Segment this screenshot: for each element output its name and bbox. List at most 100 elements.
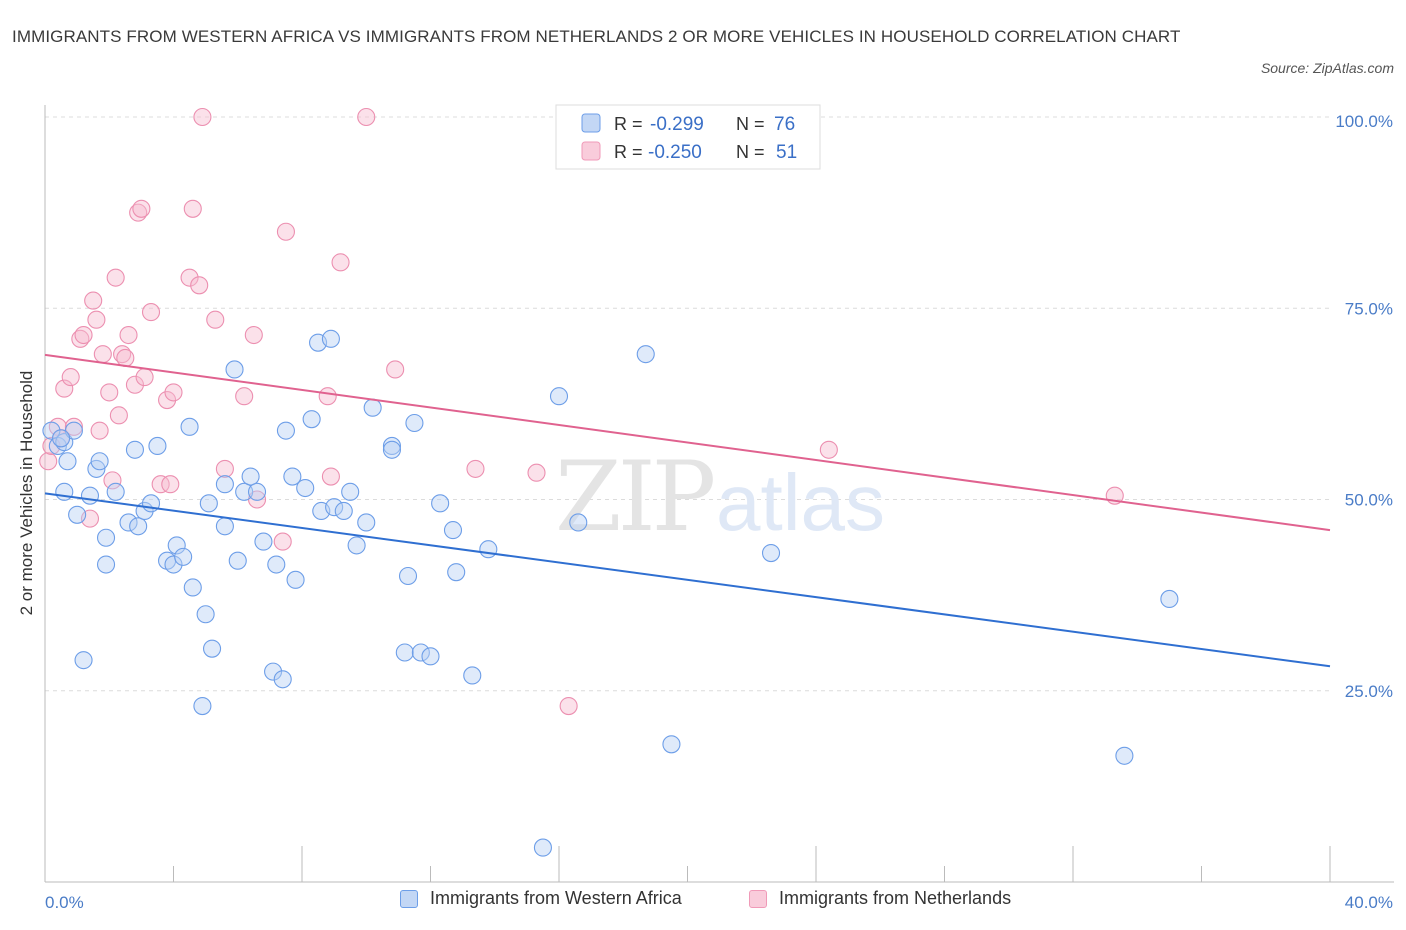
data-point bbox=[411, 643, 430, 662]
legend-label-netherlands: Immigrants from Netherlands bbox=[779, 888, 1012, 908]
data-point bbox=[39, 452, 58, 471]
data-point bbox=[199, 494, 218, 513]
data-point bbox=[276, 222, 295, 241]
data-point bbox=[527, 463, 546, 482]
data-point bbox=[398, 566, 418, 586]
data-point bbox=[42, 421, 61, 440]
data-point bbox=[164, 383, 183, 402]
data-point bbox=[106, 268, 125, 287]
trend-line-western-africa bbox=[44, 492, 1331, 668]
legend-n-label-1: N = bbox=[736, 114, 765, 134]
legend-n-value-1: 76 bbox=[774, 114, 795, 135]
data-point bbox=[180, 268, 199, 287]
data-point bbox=[125, 375, 144, 394]
legend-n-label-2: N = bbox=[736, 142, 765, 162]
data-point bbox=[151, 475, 170, 494]
data-point bbox=[662, 735, 681, 754]
data-point bbox=[318, 387, 337, 406]
data-point bbox=[247, 482, 267, 501]
series-legend: Immigrants from Western Africa Immigrant… bbox=[0, 888, 1406, 918]
data-point bbox=[1115, 746, 1134, 765]
data-point bbox=[254, 532, 273, 551]
data-point bbox=[203, 639, 222, 658]
data-point bbox=[321, 329, 340, 348]
data-point bbox=[559, 696, 578, 716]
data-point bbox=[55, 482, 74, 501]
watermark-atlas: atlas bbox=[716, 458, 885, 547]
data-point bbox=[466, 459, 485, 478]
legend-swatch-netherlands bbox=[749, 889, 767, 908]
data-point bbox=[141, 303, 161, 322]
data-point bbox=[244, 325, 263, 345]
data-point bbox=[96, 555, 116, 574]
data-point bbox=[267, 555, 286, 574]
data-point bbox=[119, 325, 138, 345]
source-label: Source: ZipAtlas.com bbox=[1260, 60, 1394, 76]
data-point bbox=[302, 410, 321, 429]
data-point bbox=[228, 551, 247, 570]
grid-lines bbox=[45, 116, 1330, 692]
data-point bbox=[87, 310, 106, 329]
data-point bbox=[215, 459, 234, 478]
legend-item-netherlands: Immigrants from Netherlands bbox=[749, 888, 1011, 909]
legend-r-value-2: -0.250 bbox=[648, 142, 702, 163]
data-point bbox=[443, 521, 463, 540]
data-point bbox=[90, 421, 109, 440]
legend-r-label-1: R = bbox=[614, 114, 643, 134]
data-point bbox=[341, 482, 360, 501]
data-point bbox=[382, 436, 402, 456]
data-point bbox=[421, 647, 440, 666]
legend-n-value-2: 51 bbox=[776, 142, 797, 163]
data-point bbox=[90, 452, 109, 471]
data-point bbox=[183, 578, 202, 597]
legend-swatch-pink bbox=[581, 141, 601, 161]
data-point bbox=[174, 547, 193, 566]
data-point bbox=[103, 471, 122, 490]
data-point bbox=[125, 440, 144, 459]
y-axis-label: 2 or more Vehicles in Household bbox=[17, 371, 36, 616]
x-tick-label-start: 0.0% bbox=[45, 893, 84, 912]
data-point bbox=[463, 666, 482, 685]
legend-item-western-africa: Immigrants from Western Africa bbox=[400, 888, 682, 909]
data-point bbox=[273, 532, 292, 551]
data-point bbox=[363, 398, 382, 417]
data-point bbox=[129, 517, 148, 536]
data-point bbox=[119, 513, 138, 532]
data-point bbox=[183, 199, 202, 218]
trend-line-netherlands bbox=[44, 353, 1331, 532]
data-point bbox=[93, 345, 112, 364]
data-point bbox=[180, 417, 199, 436]
data-point bbox=[405, 413, 424, 433]
data-point bbox=[549, 387, 569, 406]
data-point bbox=[431, 494, 450, 513]
trend-lines bbox=[44, 353, 1331, 668]
data-point bbox=[215, 517, 234, 536]
data-point bbox=[386, 360, 405, 379]
data-point bbox=[347, 536, 366, 555]
data-point bbox=[357, 513, 376, 532]
legend-swatch-western-africa bbox=[400, 889, 418, 908]
data-point bbox=[164, 555, 183, 574]
data-point bbox=[190, 276, 209, 295]
data-point bbox=[479, 540, 498, 559]
chart-title: IMMIGRANTS FROM WESTERN AFRICA VS IMMIGR… bbox=[12, 27, 1181, 46]
data-point bbox=[569, 513, 588, 532]
data-point bbox=[447, 563, 466, 582]
data-point bbox=[382, 440, 402, 459]
data-point bbox=[167, 536, 186, 555]
data-point bbox=[161, 475, 180, 494]
x-tick-labels: 0.0% 40.0% bbox=[45, 893, 1393, 912]
data-point bbox=[193, 696, 212, 716]
data-point bbox=[116, 348, 135, 368]
data-point bbox=[206, 310, 225, 329]
y-tick-label: 75.0% bbox=[1345, 299, 1393, 318]
data-point bbox=[96, 528, 116, 547]
data-point bbox=[132, 199, 151, 218]
watermark-zip: ZIP bbox=[555, 441, 714, 553]
y-tick-labels: 100.0% 75.0% 50.0% 25.0% bbox=[1335, 112, 1393, 701]
data-point bbox=[283, 467, 302, 486]
data-point bbox=[64, 417, 83, 436]
data-point bbox=[68, 505, 87, 524]
data-point bbox=[61, 368, 80, 387]
